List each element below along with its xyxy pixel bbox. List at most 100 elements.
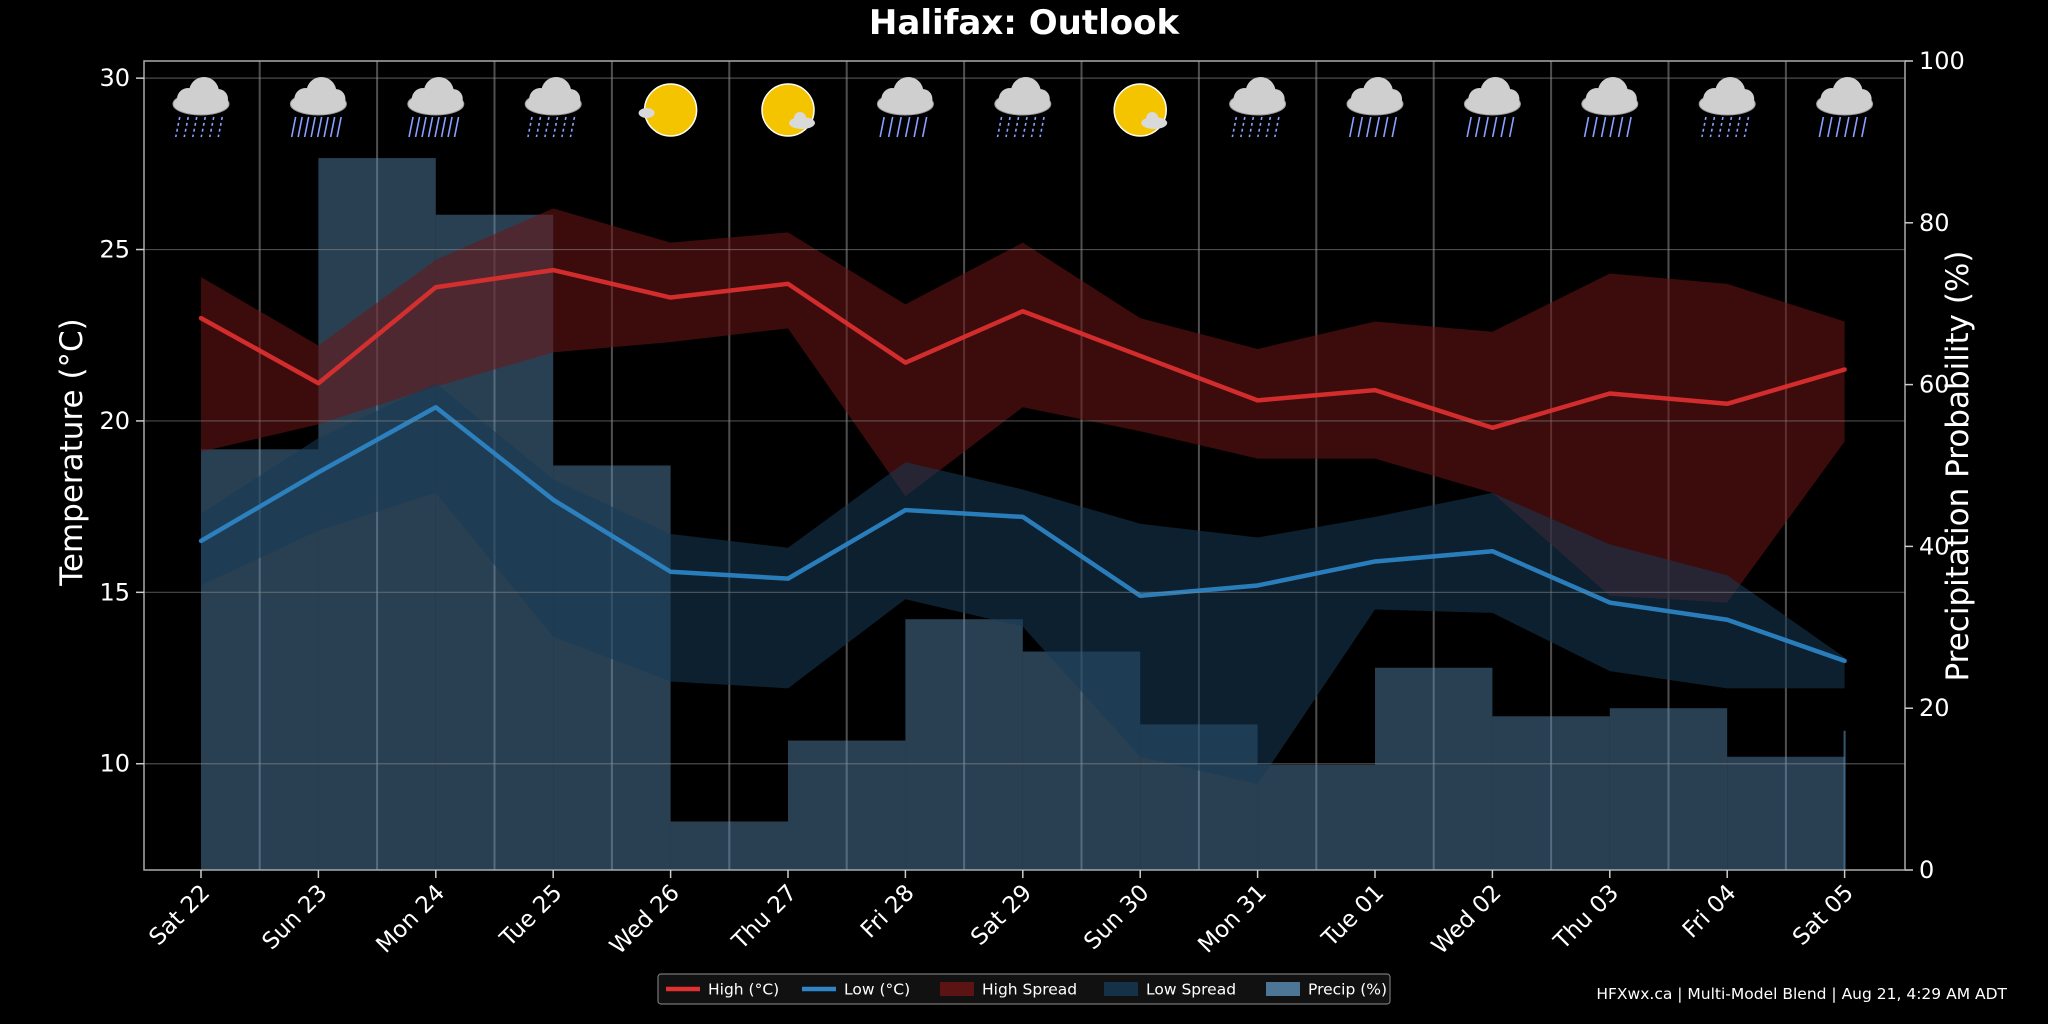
rain-drop: [329, 116, 336, 138]
rain-drop: [440, 116, 447, 138]
cloud-shape: [1264, 89, 1285, 109]
rain-drop: [1474, 116, 1481, 138]
series-lines-layer: [198, 267, 1847, 664]
low-spread-band: [201, 383, 1845, 785]
precip-bar: [1727, 756, 1845, 870]
precip-bar: [788, 740, 906, 870]
rain-drop: [904, 116, 911, 138]
legend-label: Low Spread: [1146, 981, 1236, 999]
spread-bands-layer: [201, 208, 1845, 785]
y-right-tick-label: 20: [1919, 694, 1950, 722]
rain-drop: [310, 116, 316, 138]
legend-high-spread: High Spread: [940, 981, 1077, 999]
legend-label: High Spread: [982, 981, 1077, 999]
legend-label: Low (°C): [844, 981, 910, 999]
plot-frame: [143, 60, 1906, 871]
cloud-shape: [1146, 112, 1159, 124]
rain-drop: [1617, 116, 1624, 138]
legend-low-spread: Low Spread: [1104, 981, 1236, 999]
rain-drop: [1357, 116, 1364, 138]
heavy-rain-icon: [407, 77, 465, 138]
legend-label: Precip (%): [1308, 981, 1387, 999]
showers-icon: [876, 77, 934, 138]
low-temperature-line: [198, 404, 1847, 664]
rain-drop: [1466, 116, 1472, 138]
cloud-shape: [1382, 89, 1402, 109]
precip-bar: [1375, 667, 1493, 870]
rain-drop: [434, 116, 440, 138]
cloud-shape: [1734, 89, 1755, 109]
y-right-tick-label: 100: [1919, 47, 1965, 75]
chart-title: Halifax: Outlook: [869, 3, 1181, 43]
rain-drop: [1491, 116, 1498, 138]
y-axis-right-label: Precipitation Probability (%): [1940, 251, 1976, 682]
y-right-tick-label: 60: [1919, 371, 1950, 399]
showers-icon: [1816, 77, 1874, 138]
rain-drop: [1508, 116, 1515, 138]
rain-drop: [1626, 116, 1632, 138]
rain-drop: [879, 116, 885, 138]
heavy-rain-icon: [289, 77, 347, 138]
rain-icon: [1698, 77, 1756, 138]
rain-drop: [1592, 116, 1598, 138]
legend-precip: Precip (%): [1266, 981, 1387, 999]
rain-drop: [921, 116, 928, 138]
partly-sunny-icon: [1113, 83, 1168, 137]
rain-drop: [453, 116, 460, 138]
rain-drop: [1483, 116, 1489, 138]
cloud-shape: [1499, 89, 1520, 109]
rain-drop: [1609, 116, 1615, 138]
rain-drop: [913, 116, 919, 138]
y-axis-left-label: Temperature (°C): [54, 318, 90, 587]
footer-credit: HFXwx.ca | Multi-Model Blend | Aug 21, 4…: [1596, 985, 2007, 1003]
rain-drop: [1844, 116, 1850, 138]
high-temperature-line: [198, 267, 1847, 431]
cloud-shape: [638, 108, 655, 118]
rain-drop: [303, 116, 310, 138]
rain-drop: [1852, 116, 1859, 138]
rain-drop: [1583, 116, 1590, 138]
legend-label: High (°C): [708, 981, 779, 999]
rain-drop: [290, 116, 297, 138]
showers-icon: [1581, 77, 1639, 138]
precip-bar: [670, 821, 788, 870]
rain-drop: [1382, 116, 1389, 138]
legend-swatch: [940, 982, 974, 996]
rain-icon: [172, 77, 230, 138]
rain-drop: [297, 116, 303, 138]
partly-sunny-icon: [761, 83, 815, 137]
legend-box: [657, 973, 1391, 1005]
cloud-shape: [208, 89, 228, 109]
y-left-tick-label: 15: [99, 578, 130, 606]
y-right-tick-label: 40: [1919, 532, 1950, 560]
rain-drop: [1600, 116, 1607, 138]
rain-drop: [323, 116, 329, 138]
precip-bar: [1609, 708, 1728, 870]
rain-icon: [524, 77, 582, 138]
y-left-tick-label: 20: [99, 407, 130, 435]
high-spread-band: [201, 208, 1845, 603]
rain-drop: [1818, 116, 1825, 138]
rain-drop: [1500, 116, 1506, 138]
rain-drop: [1391, 116, 1398, 138]
rain-drop: [336, 116, 342, 138]
legend: High (°C) Low (°C) High Spread Low Spread Pr…: [657, 973, 1391, 1005]
cloud-shape: [794, 112, 806, 124]
rain-drop: [887, 116, 894, 138]
precip-bar: [1492, 716, 1610, 870]
cloud-shape: [325, 89, 346, 109]
legend-high: High (°C): [666, 981, 779, 999]
weather-icons-layer: [172, 77, 1874, 138]
cloud-shape: [1029, 89, 1050, 109]
legend-swatch: [1104, 982, 1138, 996]
y-right-tick-label: 80: [1919, 209, 1950, 237]
showers-icon: [1463, 77, 1521, 138]
horizontal-grid-layer: [144, 77, 1905, 765]
cloud-shape: [1851, 89, 1872, 109]
cloud-shape: [1616, 89, 1637, 109]
cloud-shape: [442, 89, 463, 109]
rain-drop: [427, 116, 434, 138]
rain-drop: [421, 116, 427, 138]
rain-drop: [1374, 116, 1381, 138]
